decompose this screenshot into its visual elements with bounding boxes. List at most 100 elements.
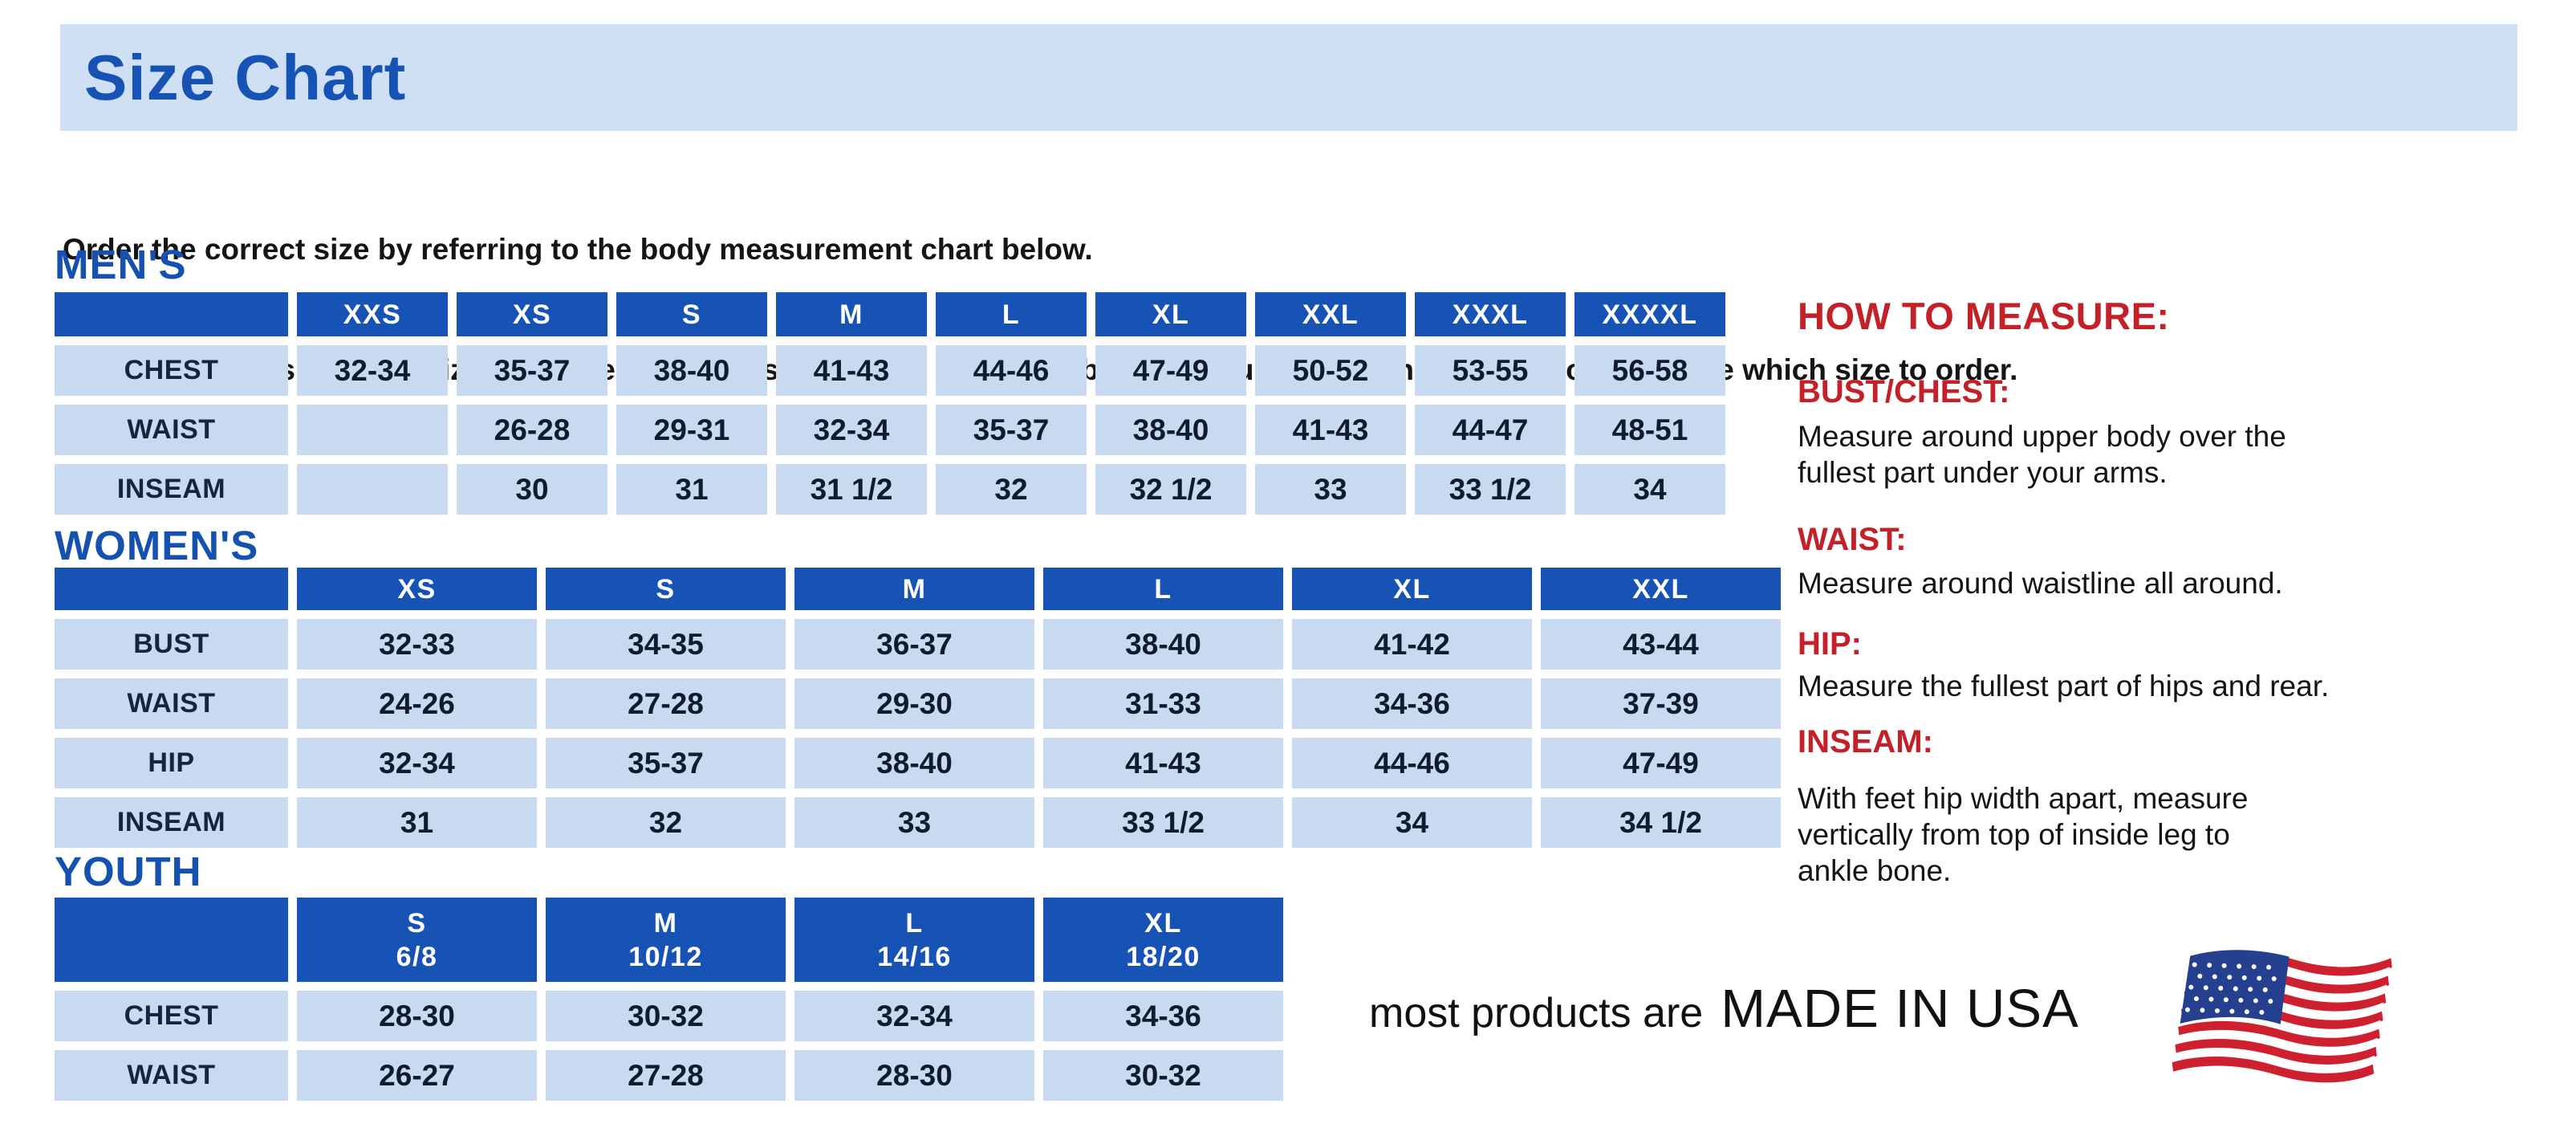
column-header: M [776, 292, 927, 336]
size-cell: 33 1/2 [1043, 797, 1283, 848]
table-corner-cell [55, 568, 288, 610]
intro-line-1: Order the correct size by referring to t… [63, 233, 1093, 266]
column-header: M [794, 568, 1034, 610]
size-cell: 34 [1574, 464, 1725, 515]
size-cell: 33 [794, 797, 1034, 848]
column-header: L [936, 292, 1087, 336]
column-header: XXS [297, 292, 448, 336]
size-cell [297, 464, 448, 515]
size-cell: 28-30 [794, 1050, 1034, 1101]
footer-emphasis: MADE IN USA [1721, 979, 2079, 1039]
column-header: XXL [1255, 292, 1406, 336]
section-title-mens: MEN'S [55, 242, 187, 287]
size-cell: 56-58 [1574, 345, 1725, 396]
size-cell: 32-33 [297, 619, 537, 670]
size-cell: 33 1/2 [1415, 464, 1566, 515]
measure-label-waist: WAIST: [1798, 522, 1907, 557]
size-cell: 33 [1255, 464, 1406, 515]
size-cell: 34-35 [546, 619, 786, 670]
row-label: CHEST [55, 345, 288, 396]
column-header: XXL [1541, 568, 1781, 610]
made-in-usa-line: most products are MADE IN USA [1369, 978, 2079, 1040]
size-cell: 27-28 [546, 678, 786, 729]
size-cell: 26-28 [457, 405, 607, 455]
size-cell: 36-37 [794, 619, 1034, 670]
size-cell: 30-32 [546, 991, 786, 1041]
how-to-measure-title: HOW TO MEASURE: [1798, 295, 2170, 337]
size-cell: 34-36 [1292, 678, 1532, 729]
footer-prefix: most products are [1369, 990, 1704, 1036]
column-header: S 6/8 [297, 898, 537, 982]
size-cell: 41-42 [1292, 619, 1532, 670]
us-flag-icon [2172, 950, 2392, 1083]
column-header: XXXL [1415, 292, 1566, 336]
size-cell: 38-40 [1095, 405, 1246, 455]
row-label: HIP [55, 738, 288, 788]
page-title: Size Chart [84, 41, 407, 113]
measure-text-hip: Measure the fullest part of hips and rea… [1798, 670, 2330, 702]
size-cell: 47-49 [1541, 738, 1781, 788]
size-cell: 32-34 [794, 991, 1034, 1041]
measure-text-waist: Measure around waistline all around. [1798, 567, 2283, 600]
column-header: XL [1292, 568, 1532, 610]
section-title-youth: YOUTH [55, 849, 202, 894]
column-header: XS [457, 292, 607, 336]
table-corner-cell [55, 898, 288, 982]
size-cell: 48-51 [1574, 405, 1725, 455]
size-cell: 29-31 [616, 405, 767, 455]
size-cell: 41-43 [776, 345, 927, 396]
column-header: XS [297, 568, 537, 610]
size-cell: 27-28 [546, 1050, 786, 1101]
column-header: XL [1095, 292, 1246, 336]
column-header: L [1043, 568, 1283, 610]
size-cell: 31-33 [1043, 678, 1283, 729]
column-header: L 14/16 [794, 898, 1034, 982]
section-title-womens: WOMEN'S [55, 523, 259, 568]
size-cell: 32-34 [776, 405, 927, 455]
size-cell: 31 1/2 [776, 464, 927, 515]
size-cell: 24-26 [297, 678, 537, 729]
size-cell: 38-40 [616, 345, 767, 396]
size-cell: 32 [546, 797, 786, 848]
womens-size-table: XS S M L XL XXL BUST 32-33 34-35 36-37 38-40 41-42 4… [55, 568, 1781, 848]
size-cell: 31 [616, 464, 767, 515]
size-cell: 35-37 [936, 405, 1087, 455]
column-header: XXXXL [1574, 292, 1725, 336]
size-cell [297, 405, 448, 455]
size-cell: 43-44 [1541, 619, 1781, 670]
size-cell: 30 [457, 464, 607, 515]
size-cell: 32 [936, 464, 1087, 515]
size-cell: 31 [297, 797, 537, 848]
size-cell: 32-34 [297, 345, 448, 396]
size-cell: 44-47 [1415, 405, 1566, 455]
size-cell: 29-30 [794, 678, 1034, 729]
size-cell: 41-43 [1043, 738, 1283, 788]
size-cell: 32-34 [297, 738, 537, 788]
measure-text-bust-chest: Measure around upper body over the fulle… [1798, 420, 2286, 489]
youth-size-table: S 6/8 M 10/12 L 14/16 XL 18/20 CHEST 28-30 30-… [55, 898, 1283, 1101]
measure-text-inseam: With feet hip width apart, measure verti… [1798, 782, 2249, 887]
column-header: M 10/12 [546, 898, 786, 982]
size-cell: 38-40 [1043, 619, 1283, 670]
column-header: S [546, 568, 786, 610]
size-cell: 38-40 [794, 738, 1034, 788]
size-cell: 26-27 [297, 1050, 537, 1101]
row-label: BUST [55, 619, 288, 670]
size-cell: 41-43 [1255, 405, 1406, 455]
size-cell: 34 1/2 [1541, 797, 1781, 848]
size-cell: 37-39 [1541, 678, 1781, 729]
size-cell: 44-46 [1292, 738, 1532, 788]
row-label: INSEAM [55, 797, 288, 848]
size-cell: 28-30 [297, 991, 537, 1041]
table-corner-cell [55, 292, 288, 336]
measure-label-inseam: INSEAM: [1798, 724, 1933, 759]
size-cell: 34-36 [1043, 991, 1283, 1041]
size-cell: 35-37 [546, 738, 786, 788]
row-label: WAIST [55, 405, 288, 455]
size-cell: 44-46 [936, 345, 1087, 396]
measure-label-hip: HIP: [1798, 626, 1862, 662]
measure-label-bust-chest: BUST/CHEST: [1798, 374, 2010, 409]
size-cell: 35-37 [457, 345, 607, 396]
size-cell: 50-52 [1255, 345, 1406, 396]
